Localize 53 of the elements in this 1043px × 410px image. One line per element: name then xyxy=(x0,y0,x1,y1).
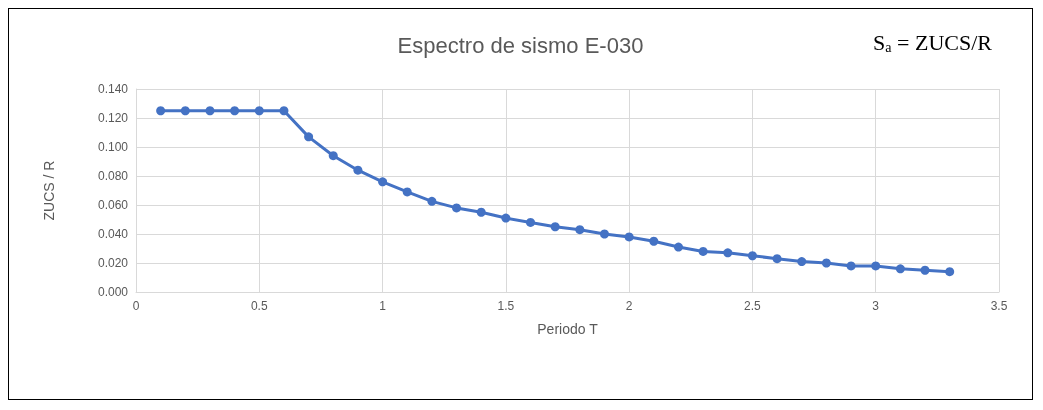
y-tick-label: 0.120 xyxy=(97,111,129,125)
y-tick-label: 0.140 xyxy=(97,82,129,96)
point xyxy=(673,242,683,252)
point xyxy=(156,106,166,116)
point xyxy=(846,261,856,271)
point xyxy=(476,207,486,217)
point xyxy=(945,267,955,277)
point xyxy=(353,165,363,175)
y-axis-title: ZUCS / R xyxy=(41,160,57,221)
point xyxy=(723,248,733,258)
point xyxy=(747,251,757,261)
y-tick-label: 0.060 xyxy=(97,198,129,212)
y-tick-label: 0.080 xyxy=(97,169,129,183)
point xyxy=(649,236,659,246)
x-tick-label: 0.5 xyxy=(250,299,268,313)
point xyxy=(427,196,437,206)
point xyxy=(797,257,807,267)
point xyxy=(599,229,609,239)
point xyxy=(328,151,338,161)
point xyxy=(575,225,585,235)
x-tick-label: 3.5 xyxy=(990,299,1008,313)
point xyxy=(180,106,190,116)
point xyxy=(920,265,930,275)
point xyxy=(304,132,314,142)
point xyxy=(501,213,511,223)
x-tick-label: 1 xyxy=(379,299,387,313)
point xyxy=(550,222,560,232)
point xyxy=(895,264,905,274)
y-tick-label: 0.000 xyxy=(97,285,129,299)
point xyxy=(452,203,462,213)
point xyxy=(402,187,412,197)
x-tick-label: 3 xyxy=(872,299,880,313)
chart-title: Espectro de sismo E-030 xyxy=(397,32,644,58)
x-tick-label: 2 xyxy=(625,299,633,313)
point xyxy=(279,106,289,116)
x-axis-title: Periodo T xyxy=(537,321,599,337)
point xyxy=(772,254,782,264)
point xyxy=(378,177,388,187)
x-tick-label: 0 xyxy=(132,299,140,313)
point xyxy=(624,232,634,242)
point xyxy=(821,258,831,268)
x-tick-label: 2.5 xyxy=(744,299,762,313)
point xyxy=(871,261,881,271)
point xyxy=(230,106,240,116)
point xyxy=(698,246,708,256)
point xyxy=(526,217,536,227)
x-tick-label: 1.5 xyxy=(497,299,515,313)
y-tick-label: 0.100 xyxy=(97,140,129,154)
y-tick-label: 0.020 xyxy=(97,256,129,270)
point xyxy=(205,106,215,116)
point xyxy=(254,106,264,116)
y-tick-label: 0.040 xyxy=(97,227,129,241)
text: Sa = ZUCS/R xyxy=(873,29,993,55)
